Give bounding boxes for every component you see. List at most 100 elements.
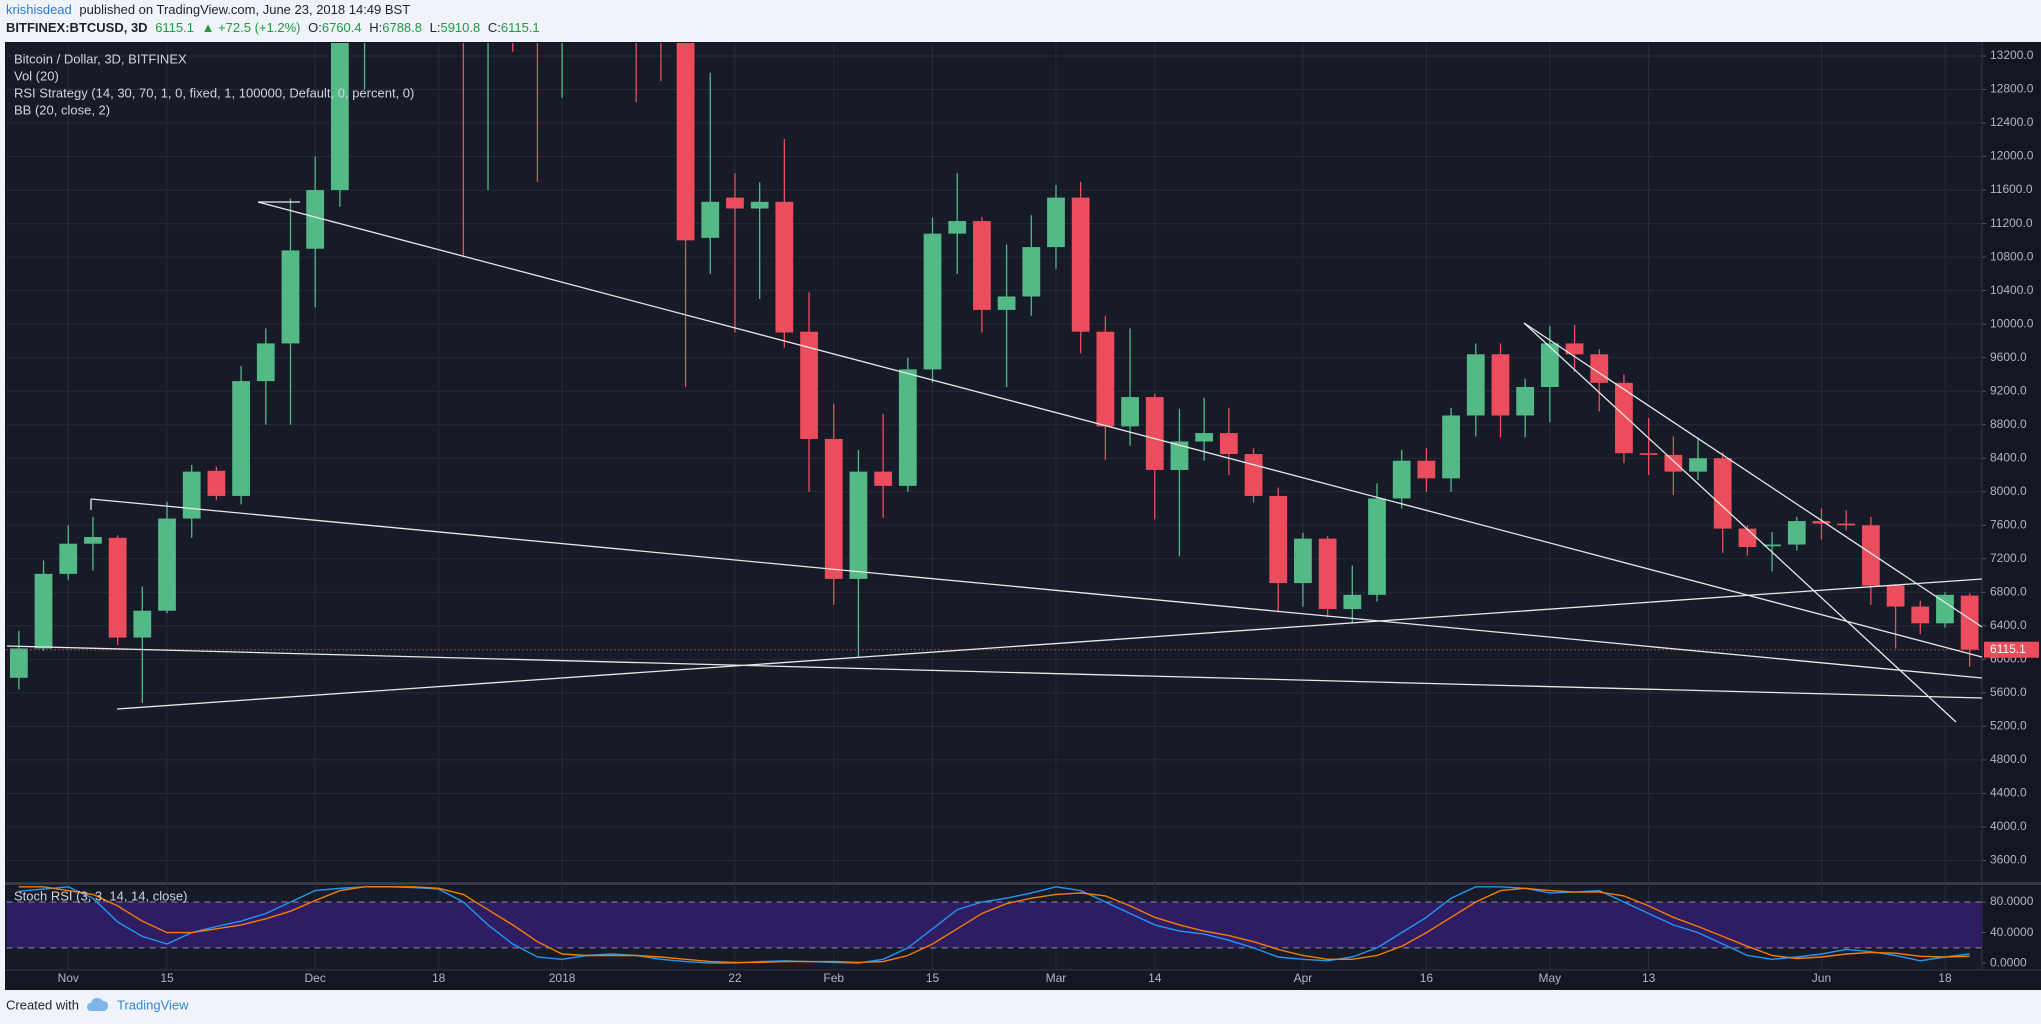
candle-body [1195,433,1214,442]
y-tick-label: 4800.0 [1990,752,2027,766]
x-tick-label: 2018 [549,971,576,985]
indicator-label: Vol (20) [14,68,59,83]
author[interactable]: krishisdead [6,2,72,17]
x-tick-label: Feb [823,971,844,985]
last-price: 6115.1 [155,20,194,35]
candle-body [108,537,127,638]
x-tick-label: 18 [432,971,446,985]
candle-body [9,648,28,678]
candle-body [182,471,201,519]
y-tick-label: 12000.0 [1990,149,2034,163]
price-marks [6,43,1982,703]
candle-body [923,233,942,370]
labels: Bitcoin / Dollar, 3D, BITFINEX Nov 15 Dec 1… [14,48,2039,985]
x-tick-label: Mar [1046,971,1067,985]
candle-body [1244,454,1263,496]
candle-body [1886,585,1905,607]
low-value: 5910.8 [440,20,480,35]
candle-body [1318,538,1337,610]
last-price-label: 6115.1 [1990,642,2026,656]
y-tick-label: 12400.0 [1990,115,2034,129]
candle-body [1565,343,1584,355]
candle-body [232,381,250,496]
stoch-line [18,886,1970,964]
candle-body [1145,397,1164,470]
price-pane [6,43,1982,881]
candle-body [1837,523,1856,526]
close-value: 6115.1 [501,20,540,35]
candle-body [1343,594,1362,610]
low-label: L: [430,20,441,35]
candle-body [898,369,917,486]
candle-body [800,331,818,439]
candle-body [1047,197,1065,248]
candle-body [1664,454,1683,472]
candle-body [1022,247,1041,297]
logo-cloud [87,998,108,1011]
high-label: H: [369,20,382,35]
x-tick-label: Apr [1294,971,1313,985]
x-tick-label: 14 [1148,971,1162,985]
grid [6,43,1982,970]
trendlines [6,201,1982,723]
candle-body [207,470,226,496]
candle-body [1096,331,1115,427]
candle-body [1738,528,1757,548]
candle-body [1861,525,1880,586]
candle-body [59,543,78,574]
candle-body [1960,595,1979,650]
y-tick-label: 6400.0 [1990,618,2027,632]
candle-body [1911,606,1930,624]
candle-body [256,343,275,382]
candle-body [824,438,843,579]
candle-body [1121,397,1139,427]
y-tick-label: 7200.0 [1990,551,2027,565]
candle-body [1219,433,1238,455]
y-tick-label: 6800.0 [1990,584,2027,598]
candle-body [1071,197,1090,332]
candle-body [973,221,991,310]
last-price-box [1984,641,2039,658]
x-tick-label: 18 [1938,971,1952,985]
candle-body [1812,521,1831,524]
y-tick-label: 0.0000 [1990,955,2027,969]
y-tick-label: 9200.0 [1990,383,2027,397]
stoch-band [6,902,1982,948]
tradingview-logo[interactable] [87,998,108,1011]
candle-body [1170,441,1189,470]
brand[interactable]: TradingView [117,997,189,1012]
y-tick-label: 11600.0 [1990,182,2033,196]
y-tick-label: 9600.0 [1990,350,2027,364]
stoch-line [18,886,1970,964]
candle-body [1392,460,1411,499]
y-tick-label: 3600.0 [1990,853,2027,867]
candle-body [1936,594,1954,624]
candle-body [133,610,152,638]
x-tick-label: 15 [926,971,940,985]
y-tick-label: 4400.0 [1990,786,2027,800]
y-tick-label: 13200.0 [1990,48,2034,62]
candle-body [1639,453,1658,455]
candle-body [1787,521,1806,545]
x-tick-label: Dec [305,971,326,985]
open-value: 6760.4 [322,20,362,35]
candle-body [1689,458,1707,472]
y-tick-label: 7600.0 [1990,517,2027,531]
candle-body [676,43,695,241]
y-tick-label: 40.0000 [1990,925,2034,939]
x-tick-label: 22 [728,971,742,985]
candle-body [1294,538,1312,584]
candle-body [1491,354,1510,416]
y-tick-label: 11200.0 [1990,216,2033,230]
candle-body [775,201,794,333]
candle-body [1269,495,1288,584]
candle-body [34,573,53,649]
change: ▲ +72.5 (+1.2%) [202,20,301,35]
trendline [1523,322,1982,628]
y-tick-label: 8400.0 [1990,450,2027,464]
candle-body [1442,415,1460,479]
y-tick-label: 10800.0 [1990,249,2034,263]
candle-body [1713,458,1732,529]
y-tick-label: 8000.0 [1990,484,2027,498]
